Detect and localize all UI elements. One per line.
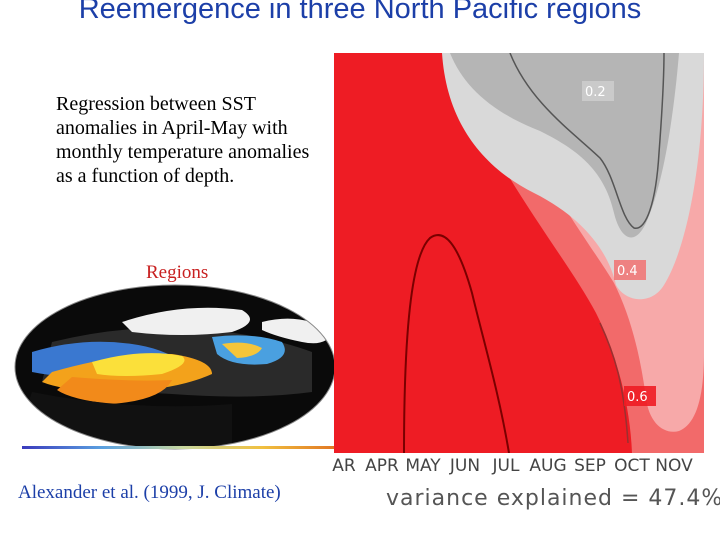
slide-title: Reemergence in three North Pacific regio…: [78, 0, 642, 25]
contour-label: 0.4: [617, 264, 638, 279]
regions-label: Regions: [146, 262, 209, 283]
month-tick: AUG: [529, 456, 567, 476]
regression-depth-plot: 0.2 0.4 0.6: [334, 53, 704, 453]
month-tick: MAY: [405, 456, 441, 476]
month-tick: AR: [332, 456, 356, 476]
variance-explained: variance explained = 47.4%: [386, 486, 720, 511]
figure-description: Regression between SST anomalies in Apri…: [56, 93, 310, 187]
contour-label: 0.2: [585, 85, 606, 100]
month-tick: APR: [365, 456, 399, 476]
month-tick: SEP: [574, 456, 606, 476]
contour-label: 0.6: [627, 390, 648, 405]
citation: Alexander et al. (1999, J. Climate): [18, 482, 281, 503]
globe-map: [14, 284, 336, 450]
month-tick: JUN: [449, 456, 481, 476]
month-tick: JUL: [492, 456, 520, 476]
color-scale-bar: [22, 446, 342, 449]
month-axis: AR APR MAY JUN JUL AUG SEP OCT NOV: [332, 456, 704, 484]
month-tick: NOV: [655, 456, 693, 476]
month-tick: OCT: [614, 456, 650, 476]
